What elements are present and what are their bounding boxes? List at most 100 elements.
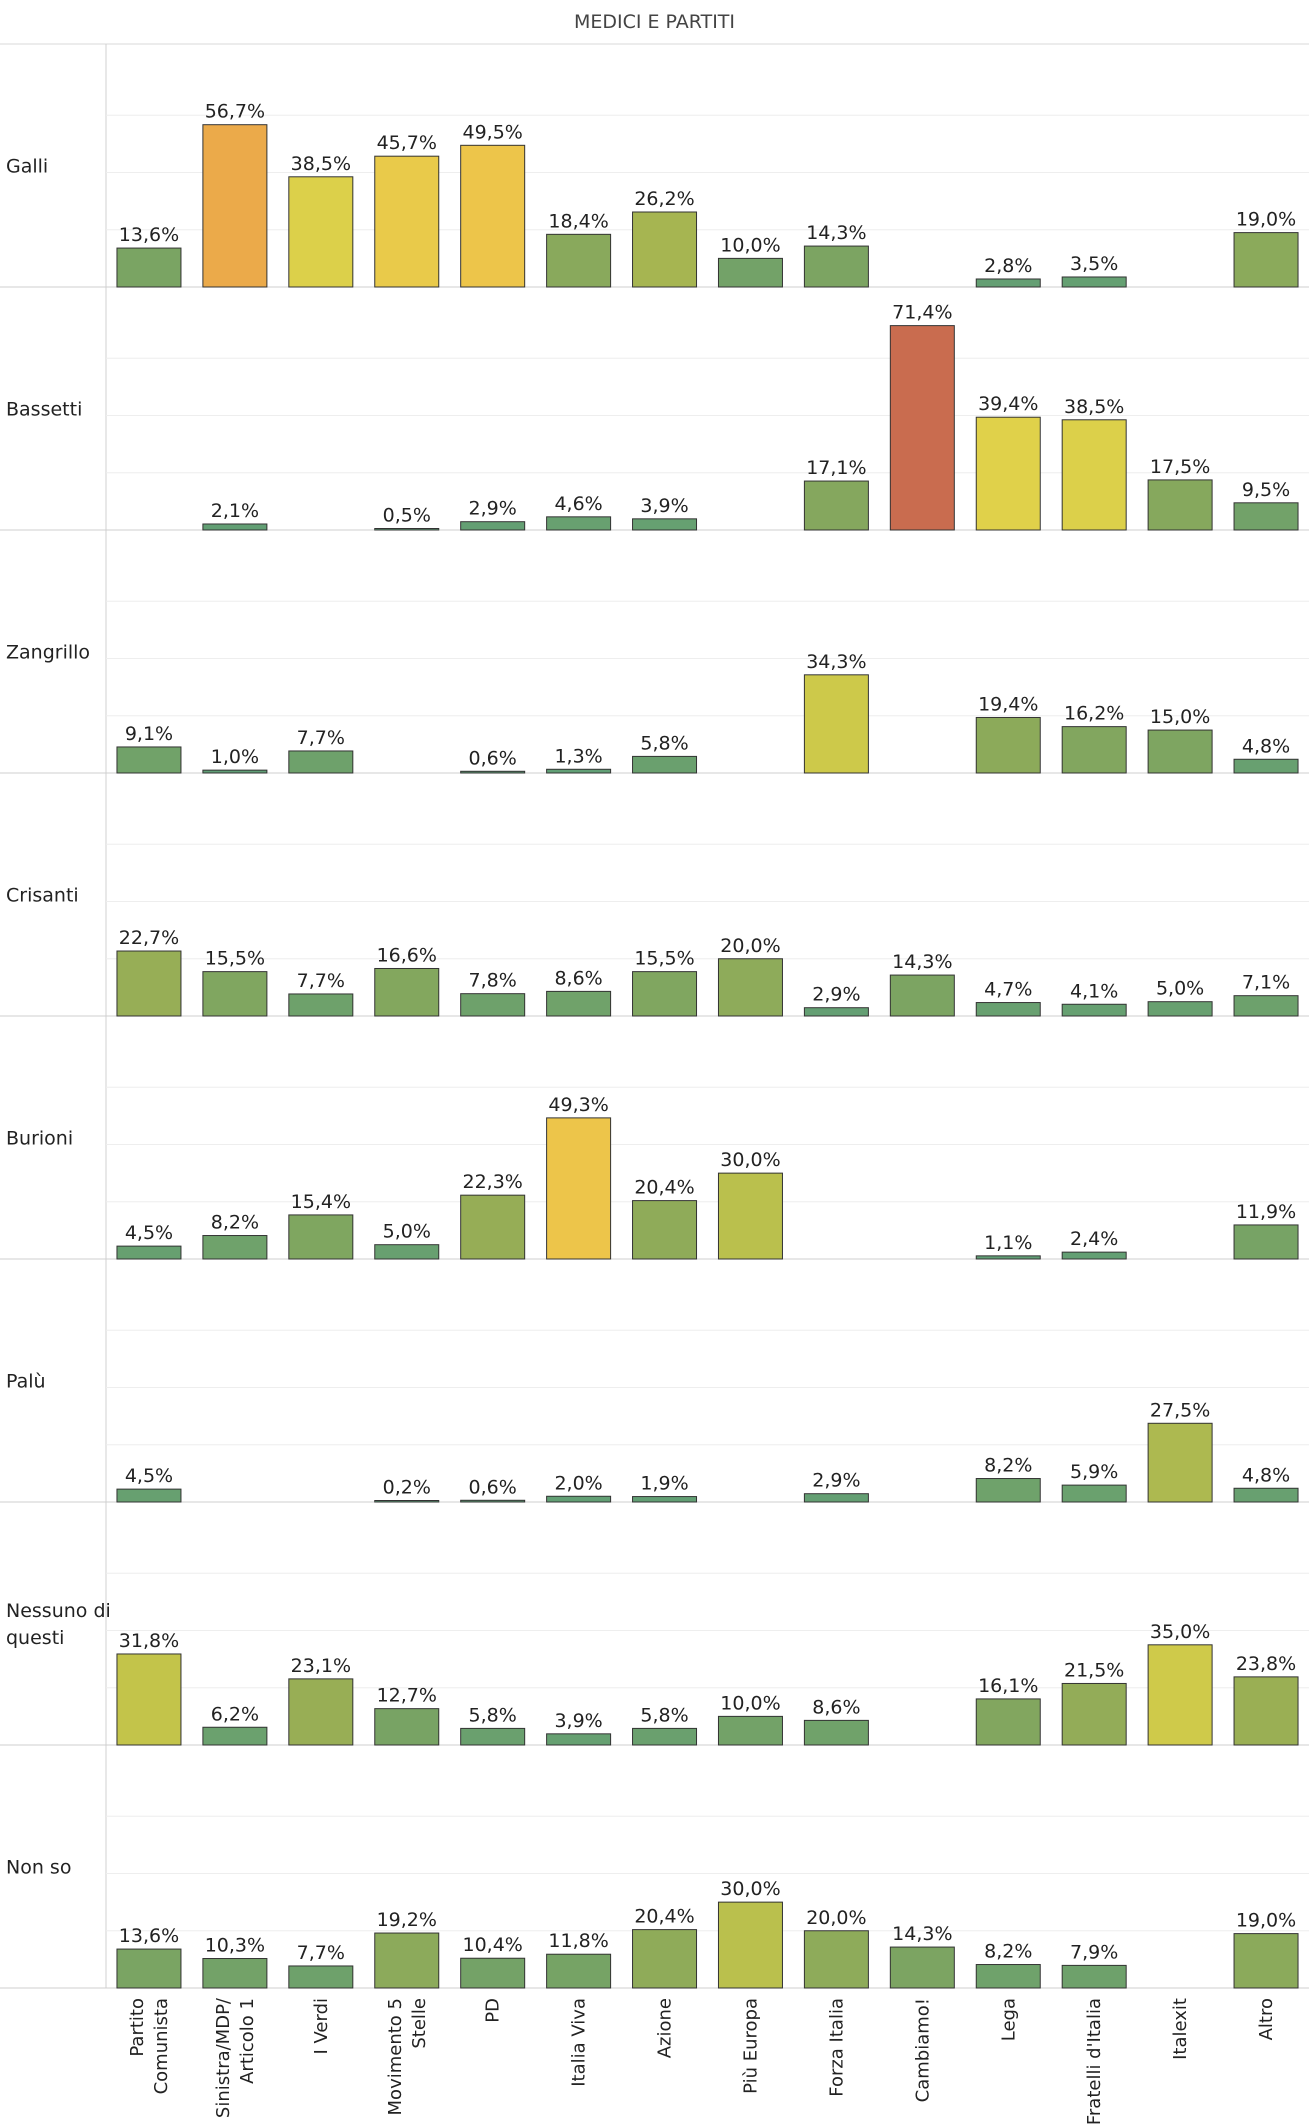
- bar-value-label: 19,2%: [377, 1909, 437, 1931]
- category-label: I Verdi: [311, 1998, 332, 2055]
- bar-value-label: 8,2%: [211, 1212, 259, 1234]
- bar-value-label: 27,5%: [1150, 1399, 1210, 1421]
- bar: [288, 993, 354, 1017]
- bar-value-label: 4,5%: [125, 1222, 173, 1244]
- bar-value-label: 10,0%: [720, 1692, 780, 1714]
- bar-value-label: 4,8%: [1242, 1464, 1290, 1486]
- bar: [632, 211, 698, 288]
- bar-value-label: 2,4%: [1070, 1228, 1118, 1250]
- bar-value-label: 16,2%: [1064, 703, 1124, 725]
- bar-value-label: 2,1%: [211, 500, 259, 522]
- bar-value-label: 7,9%: [1070, 1941, 1118, 1963]
- bar-value-label: 20,4%: [634, 1906, 694, 1928]
- category-label: Altro: [1256, 1998, 1277, 2040]
- bar: [1061, 1964, 1127, 1989]
- category-label: Italexit: [1170, 1998, 1191, 2060]
- bar-value-label: 5,0%: [1156, 978, 1204, 1000]
- category-label: Articolo 1: [237, 1998, 258, 2084]
- row-label: Non so: [6, 1857, 71, 1879]
- bar: [975, 416, 1041, 531]
- bar-value-label: 8,6%: [554, 967, 602, 989]
- bar: [1061, 1003, 1127, 1017]
- bar: [288, 1678, 354, 1746]
- bar-value-label: 9,1%: [125, 723, 173, 745]
- bar: [460, 521, 526, 531]
- bar-value-label: 49,5%: [462, 121, 522, 143]
- bar: [803, 1719, 869, 1746]
- bar: [460, 1957, 526, 1989]
- bar-value-label: 8,6%: [812, 1696, 860, 1718]
- bar-value-label: 23,1%: [291, 1655, 351, 1677]
- bar: [1061, 1682, 1127, 1746]
- bar: [975, 1002, 1041, 1017]
- bar: [803, 480, 869, 531]
- row-label: Zangrillo: [6, 642, 90, 664]
- bar-value-label: 45,7%: [377, 132, 437, 154]
- bar-value-label: 4,6%: [554, 493, 602, 515]
- bar-value-label: 7,8%: [469, 970, 517, 992]
- bar: [374, 1932, 440, 1989]
- row-label: Galli: [6, 156, 48, 178]
- bar-value-label: 5,0%: [383, 1221, 431, 1243]
- bar: [1233, 232, 1299, 288]
- bar-value-label: 7,7%: [297, 727, 345, 749]
- bar: [116, 247, 182, 288]
- bar: [546, 990, 612, 1017]
- bar: [632, 518, 698, 531]
- bar-value-label: 20,0%: [806, 1907, 866, 1929]
- bar: [1061, 1251, 1127, 1260]
- bar-value-label: 17,1%: [806, 457, 866, 479]
- bar: [717, 1715, 783, 1746]
- bar: [374, 1244, 440, 1260]
- bar: [1061, 276, 1127, 288]
- category-label: Comunista: [151, 1998, 172, 2094]
- bar: [202, 523, 268, 531]
- bar: [1061, 726, 1127, 774]
- bar-value-label: 38,5%: [291, 153, 351, 175]
- bar: [1147, 479, 1213, 531]
- bar: [1233, 758, 1299, 774]
- bar: [202, 1726, 268, 1746]
- bar: [717, 257, 783, 288]
- bar: [288, 176, 354, 288]
- bar: [1061, 419, 1127, 531]
- bar: [116, 1948, 182, 1989]
- bar-value-label: 14,3%: [806, 222, 866, 244]
- bar-value-label: 38,5%: [1064, 396, 1124, 418]
- bar: [1061, 1484, 1127, 1503]
- bar-value-label: 14,3%: [892, 1923, 952, 1945]
- bar-value-label: 7,1%: [1242, 972, 1290, 994]
- bar-value-label: 19,0%: [1236, 209, 1296, 231]
- bar: [288, 1214, 354, 1260]
- bar: [202, 1958, 268, 1989]
- bar: [1147, 729, 1213, 774]
- bar-value-label: 20,4%: [634, 1177, 694, 1199]
- bar-value-label: 2,9%: [812, 984, 860, 1006]
- row-label: Crisanti: [6, 885, 79, 907]
- bar: [717, 1172, 783, 1260]
- bar: [975, 278, 1041, 288]
- bar: [632, 1929, 698, 1989]
- bar-value-label: 2,8%: [984, 255, 1032, 277]
- row-label: Burioni: [6, 1128, 73, 1150]
- bar-value-label: 30,0%: [720, 1149, 780, 1171]
- category-label: Cambiamo!: [912, 1998, 933, 2102]
- bar-value-label: 56,7%: [205, 101, 265, 123]
- bar: [546, 233, 612, 288]
- bar-value-label: 1,1%: [984, 1232, 1032, 1254]
- bar: [116, 1488, 182, 1503]
- bar-value-label: 19,0%: [1236, 1910, 1296, 1932]
- row-label: Palù: [6, 1371, 46, 1393]
- bar: [803, 1930, 869, 1989]
- bar-value-label: 23,8%: [1236, 1653, 1296, 1675]
- bar: [546, 1953, 612, 1989]
- bar: [546, 516, 612, 531]
- bar-value-label: 12,7%: [377, 1685, 437, 1707]
- bar: [717, 958, 783, 1017]
- bar-value-label: 22,3%: [462, 1171, 522, 1193]
- bar-value-label: 5,8%: [469, 1704, 517, 1726]
- bar: [889, 1946, 955, 1989]
- category-label: Sinistra/MDP/: [213, 1997, 234, 2118]
- bar-value-label: 8,2%: [984, 1455, 1032, 1477]
- bar-value-label: 17,5%: [1150, 456, 1210, 478]
